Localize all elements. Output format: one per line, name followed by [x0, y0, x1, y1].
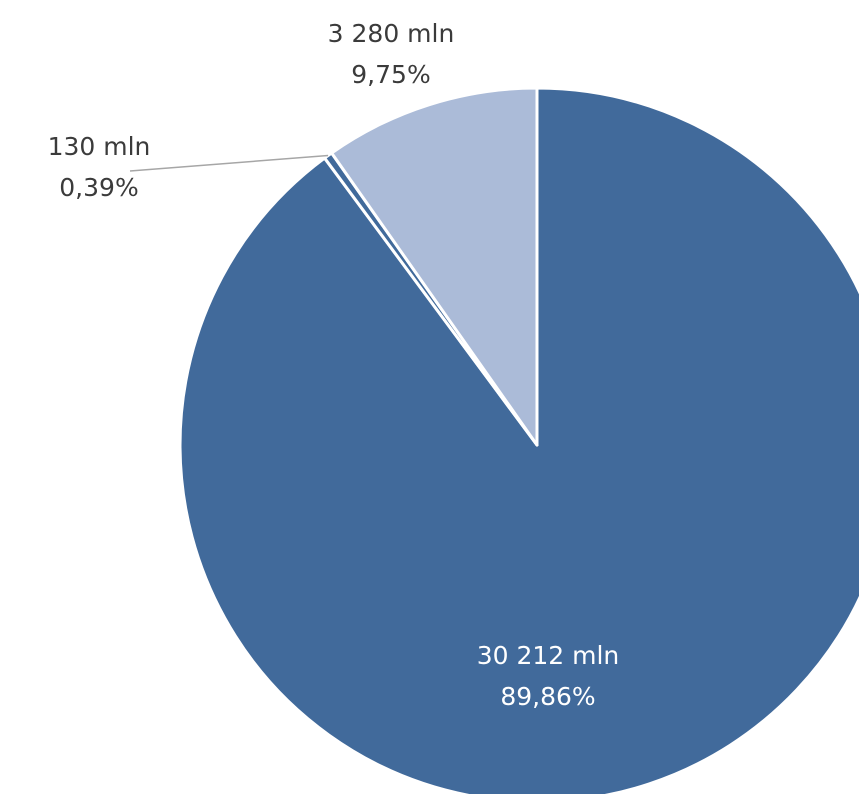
- slice-2-percent-label: 0,39%: [59, 173, 138, 202]
- slice-3-value-label: 3 280 mln: [328, 19, 455, 48]
- leader-line: [129, 154, 329, 172]
- pie-slice-3: [330, 86, 539, 447]
- data-labels: 30 212 mln 89,86% 130 mln 0,39% 3 280 ml…: [48, 19, 620, 711]
- pie-slice-1: [178, 86, 859, 794]
- slice-3-percent-label: 9,75%: [351, 60, 430, 89]
- pie-slices: [178, 86, 859, 794]
- slice-1-value-label: 30 212 mln: [477, 641, 620, 670]
- slice-1-percent-label: 89,86%: [500, 682, 595, 711]
- slice-2-value-label: 130 mln: [48, 132, 151, 161]
